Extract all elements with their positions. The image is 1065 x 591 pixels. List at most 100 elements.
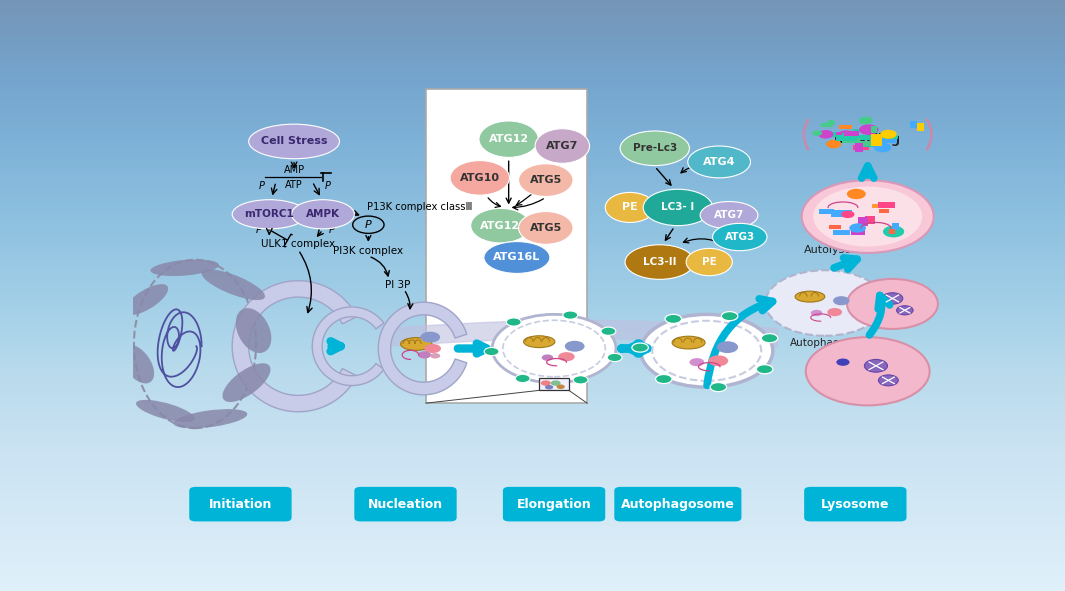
Circle shape	[766, 270, 884, 336]
Circle shape	[506, 318, 521, 326]
Ellipse shape	[865, 359, 887, 372]
Text: mTORC1: mTORC1	[245, 209, 294, 219]
Ellipse shape	[712, 223, 767, 251]
Bar	[871, 134, 882, 146]
Circle shape	[802, 180, 934, 253]
Text: ATG4: ATG4	[703, 157, 736, 167]
Circle shape	[607, 353, 622, 362]
Bar	[871, 126, 878, 133]
Ellipse shape	[150, 259, 219, 276]
Circle shape	[880, 130, 897, 139]
Circle shape	[545, 385, 553, 389]
Text: PE: PE	[622, 203, 638, 212]
Text: PI 3P: PI 3P	[384, 280, 410, 290]
Bar	[836, 135, 857, 141]
Text: Elongation: Elongation	[517, 498, 591, 511]
Ellipse shape	[700, 202, 758, 229]
Circle shape	[417, 351, 431, 359]
Text: PE: PE	[702, 257, 717, 267]
Circle shape	[756, 365, 773, 374]
Circle shape	[573, 376, 588, 384]
Bar	[855, 141, 871, 146]
Circle shape	[828, 308, 842, 316]
Circle shape	[421, 332, 440, 343]
Bar	[889, 229, 896, 235]
FancyBboxPatch shape	[503, 487, 605, 521]
Circle shape	[430, 353, 440, 359]
Circle shape	[632, 343, 649, 352]
Text: P: P	[259, 181, 265, 191]
Ellipse shape	[605, 193, 655, 222]
Text: ATG12: ATG12	[489, 134, 528, 144]
Circle shape	[849, 223, 866, 233]
Bar	[853, 129, 865, 132]
Polygon shape	[232, 281, 357, 412]
Text: LC3- I: LC3- I	[661, 203, 694, 212]
Circle shape	[810, 310, 822, 316]
Text: ATG7: ATG7	[714, 210, 744, 220]
Ellipse shape	[450, 161, 509, 195]
Bar	[851, 230, 865, 235]
Circle shape	[826, 140, 841, 148]
Bar	[891, 223, 900, 230]
Bar	[829, 225, 841, 229]
Circle shape	[641, 314, 773, 387]
Ellipse shape	[519, 212, 573, 244]
Bar	[855, 143, 863, 152]
Text: Autolysosome: Autolysosome	[804, 245, 882, 255]
Bar	[884, 135, 898, 139]
Ellipse shape	[620, 131, 689, 165]
Ellipse shape	[672, 336, 705, 349]
Circle shape	[542, 355, 553, 361]
Text: ATG3: ATG3	[724, 232, 755, 242]
Ellipse shape	[897, 306, 913, 315]
Text: LC3-II: LC3-II	[643, 257, 676, 267]
Circle shape	[813, 131, 822, 136]
Bar	[917, 123, 923, 131]
Text: Nucleation: Nucleation	[367, 498, 443, 511]
Text: P13K complex classⅢ: P13K complex classⅢ	[366, 203, 472, 212]
Circle shape	[665, 314, 682, 323]
Bar	[839, 125, 852, 129]
FancyBboxPatch shape	[355, 487, 457, 521]
FancyBboxPatch shape	[426, 89, 587, 403]
Circle shape	[883, 226, 904, 238]
Ellipse shape	[121, 345, 154, 384]
Ellipse shape	[688, 146, 751, 178]
Text: PI3K complex: PI3K complex	[333, 246, 404, 256]
Ellipse shape	[201, 269, 265, 300]
Ellipse shape	[136, 400, 195, 422]
Ellipse shape	[249, 124, 340, 159]
Bar	[858, 217, 868, 226]
Bar	[831, 210, 852, 217]
Circle shape	[828, 120, 835, 125]
Circle shape	[541, 381, 551, 386]
Circle shape	[842, 132, 852, 137]
Ellipse shape	[625, 245, 694, 280]
Polygon shape	[378, 302, 466, 395]
Text: ATP: ATP	[285, 180, 302, 190]
Text: Cell Stress: Cell Stress	[261, 137, 327, 147]
Ellipse shape	[479, 121, 539, 157]
Circle shape	[485, 348, 499, 356]
Text: ATG10: ATG10	[460, 173, 499, 183]
Ellipse shape	[519, 164, 573, 197]
Text: P: P	[365, 220, 372, 230]
Ellipse shape	[125, 284, 168, 315]
Bar	[833, 230, 850, 235]
Text: AMP: AMP	[283, 165, 305, 175]
Ellipse shape	[882, 293, 903, 304]
Text: ATG16L: ATG16L	[493, 252, 541, 262]
Ellipse shape	[796, 291, 824, 302]
Bar	[878, 202, 895, 208]
Bar	[880, 138, 898, 143]
Ellipse shape	[174, 409, 247, 428]
Bar	[910, 121, 917, 128]
Circle shape	[721, 311, 738, 321]
Ellipse shape	[879, 375, 898, 386]
Circle shape	[838, 131, 854, 139]
Bar	[843, 131, 859, 135]
Ellipse shape	[471, 209, 530, 243]
Bar	[831, 132, 836, 138]
Circle shape	[551, 381, 560, 386]
